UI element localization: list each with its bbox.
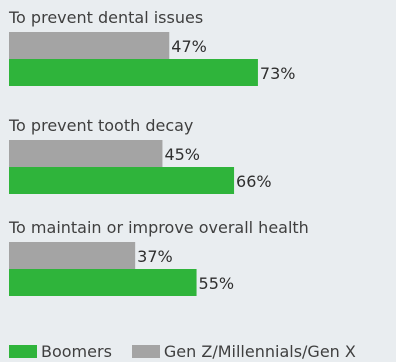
bar-gen-z-millennials-gen-x-2 — [9, 140, 163, 167]
category-label-to-maintain-or-improve-overall-health: To maintain or improve overall health — [8, 218, 309, 237]
legend-item-boomers: Boomers — [9, 342, 112, 361]
bar-gen-z-millennials-gen-x-3 — [9, 242, 136, 269]
bar-chart: To prevent dental issues 47% 73% To prevent… — [8, 8, 309, 296]
legend-item-genz: Gen Z/Millennials/Gen X — [131, 342, 356, 361]
value-label-boomers-3: 55% — [199, 274, 235, 293]
category-label-to-prevent-tooth-decay: To prevent tooth decay — [8, 116, 193, 135]
legend-label-genz: Gen Z/Millennials/Gen X — [163, 342, 356, 361]
legend-swatch-genz — [131, 345, 160, 358]
value-label-boomers-1: 73% — [260, 64, 296, 83]
bar-boomers-1 — [9, 59, 258, 86]
legend-swatch-boomers — [9, 345, 37, 358]
value-label-boomers-2: 66% — [236, 172, 272, 191]
chart-legend: Boomers Gen Z/Millennials/Gen X — [9, 342, 376, 361]
value-label-gen-z-millennials-gen-x-1: 47% — [171, 37, 207, 56]
value-label-gen-z-millennials-gen-x-3: 37% — [137, 247, 173, 266]
value-label-gen-z-millennials-gen-x-2: 45% — [164, 145, 200, 164]
bar-boomers-3 — [9, 269, 197, 296]
category-label-to-prevent-dental-issues: To prevent dental issues — [8, 8, 203, 27]
bar-boomers-2 — [9, 167, 235, 194]
bar-gen-z-millennials-gen-x-1 — [9, 32, 170, 59]
legend-label-boomers: Boomers — [41, 342, 112, 361]
